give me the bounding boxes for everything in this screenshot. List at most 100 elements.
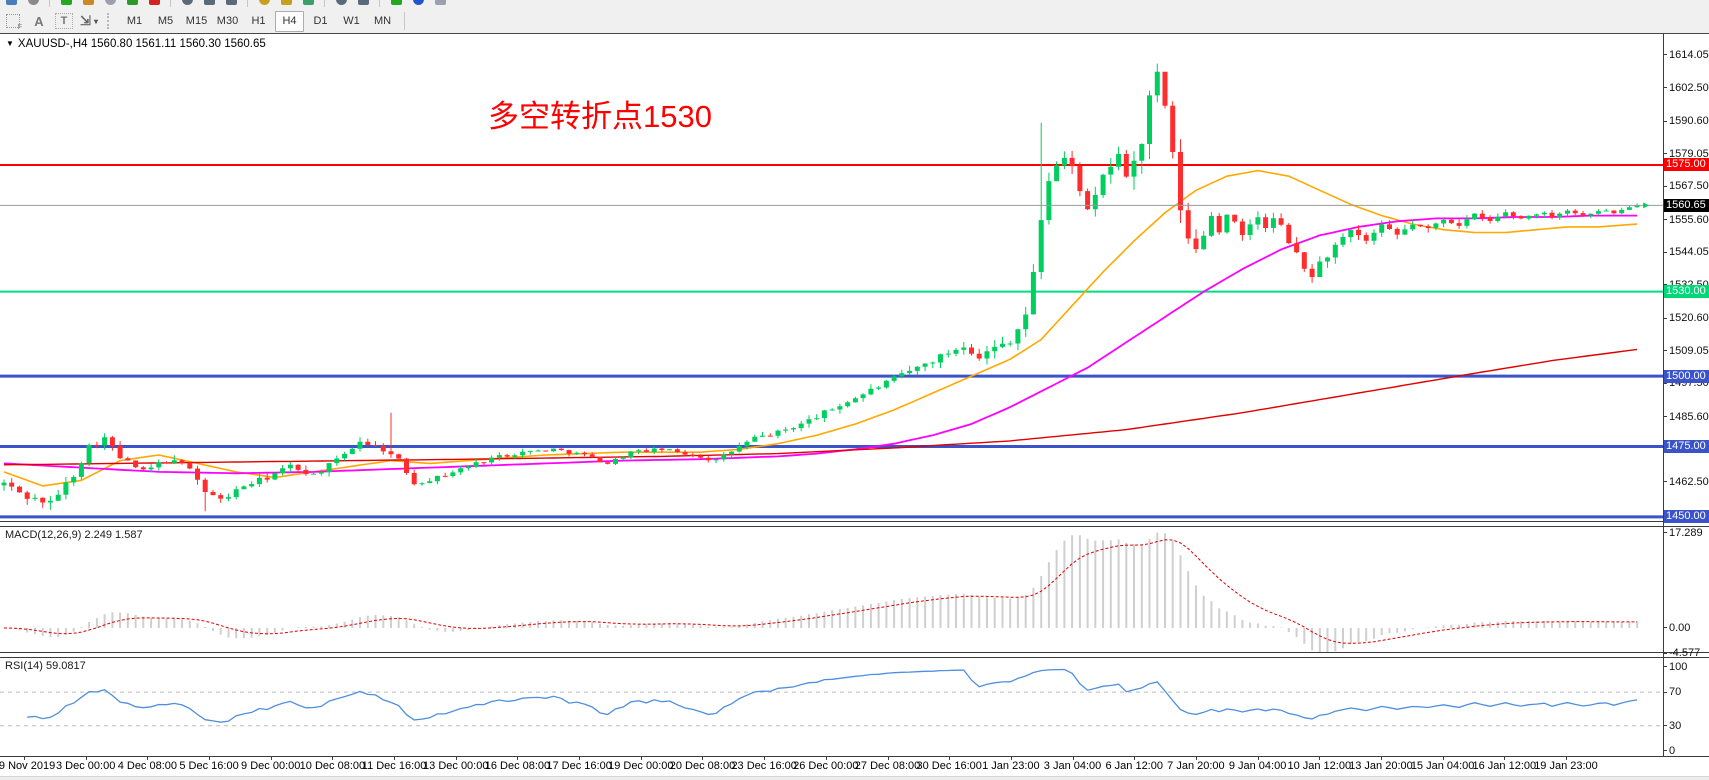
text-box-icon[interactable]: T	[55, 13, 73, 29]
time-axis-tickmark	[209, 756, 211, 760]
price-badge-1575.00: 1575.00	[1664, 158, 1709, 172]
macd-indicator-label: MACD(12,26,9) 2.249 1.587	[5, 529, 143, 541]
bottom-scroll-strip[interactable]	[0, 776, 1709, 780]
time-axis-tickmark	[24, 756, 25, 760]
rsi-axis-tick: 30	[1669, 719, 1682, 732]
rsi-axis-tickmark	[1663, 691, 1667, 693]
price-badge-1500.00: 1500.00	[1664, 369, 1709, 383]
price-axis-tick: 1614.05	[1669, 48, 1709, 61]
macd-axis-tick: -4.577	[1669, 647, 1701, 660]
time-axis-tickmark	[702, 756, 704, 760]
price-axis-tick: 1509.05	[1669, 344, 1709, 357]
price-axis-tick: 1485.60	[1669, 410, 1709, 423]
help-icon[interactable]	[410, 0, 426, 7]
timeframe-button-M15[interactable]: M15	[185, 15, 208, 27]
price-axis-tick: 1567.50	[1669, 180, 1709, 193]
candlestick-chart-icon[interactable]	[201, 0, 217, 7]
time-axis-label: 1 Jan 23:00	[982, 760, 1040, 772]
macd-axis-tick: 0.00	[1669, 621, 1691, 634]
price-axis-tickmark	[1663, 481, 1667, 483]
symbol-dropdown-icon[interactable]: ▼	[6, 39, 14, 48]
rsi-axis-tickmark	[1663, 725, 1667, 727]
dropdown-caret-icon[interactable]: ▾	[93, 16, 98, 26]
price-axis-tick: 1520.60	[1669, 312, 1709, 325]
symbol-ohlc-text: XAUUSD-,H4 1560.80 1561.11 1560.30 1560.…	[17, 38, 266, 50]
shift-chart-icon[interactable]	[355, 0, 371, 7]
main-price-pane[interactable]	[0, 35, 1663, 521]
line-chart-icon[interactable]	[223, 0, 239, 7]
calendar-icon[interactable]	[432, 0, 448, 7]
timeframe-button-MN[interactable]: MN	[373, 15, 392, 27]
time-axis-tickmark	[85, 756, 87, 760]
crosshair-grid-icon[interactable]: F	[3, 12, 23, 31]
toolbar-grip[interactable]	[107, 13, 114, 29]
stop-icon[interactable]	[146, 0, 162, 7]
price-axis-tickmark	[1663, 350, 1667, 352]
bar-chart-icon[interactable]	[179, 0, 195, 7]
timeframe-button-M30[interactable]: M30	[216, 15, 239, 27]
time-axis-label: 6 Jan 12:00	[1105, 760, 1163, 772]
price-axis-border	[1663, 34, 1664, 756]
price-axis-tickmark	[1663, 153, 1667, 155]
time-axis-label: 9 Dec 00:00	[241, 760, 301, 772]
time-axis-label: 4 Dec 08:00	[117, 760, 178, 772]
current-price-badge: 1560.65	[1664, 198, 1709, 212]
timeframe-button-W1[interactable]: W1	[343, 15, 360, 27]
timeframe-button-M5[interactable]: M5	[157, 15, 174, 27]
chart-window-icon[interactable]	[3, 0, 19, 7]
price-axis-tickmark	[1663, 382, 1667, 384]
chart-frame-top-border	[0, 33, 1709, 34]
chart-symbol-ohlc-label: ▼ XAUUSD-,H4 1560.80 1561.11 1560.30 1560…	[6, 38, 266, 50]
price-axis-tickmark	[1663, 251, 1667, 253]
ma-slow-red	[3, 348, 1638, 466]
time-axis-tickmark	[394, 756, 396, 760]
price-axis-tick: 1555.60	[1669, 213, 1709, 226]
time-axis-label: 30 Dec 16:00	[916, 760, 982, 772]
time-axis-label: 3 Dec 00:00	[56, 760, 116, 772]
time-axis-label: 26 Dec 00:00	[793, 760, 859, 772]
time-axis-tickmark	[1134, 756, 1136, 760]
time-axis-label: 13 Jan 20:00	[1349, 760, 1413, 772]
price-axis-tick: 1544.05	[1669, 246, 1709, 259]
timeframe-button-M1[interactable]: M1	[126, 15, 143, 27]
indicators-icon[interactable]	[80, 0, 96, 7]
text-label-icon[interactable]: A	[34, 13, 44, 29]
time-axis-tickmark	[825, 756, 827, 760]
price-badge-1530.00: 1530.00	[1664, 285, 1709, 299]
time-axis-tickmark	[147, 756, 149, 760]
time-axis-label: 23 Dec 16:00	[731, 760, 797, 772]
rsi-axis-tick: 70	[1669, 686, 1682, 699]
time-axis-label: 3 Jan 04:00	[1043, 760, 1102, 772]
zoom-out-icon[interactable]	[278, 0, 294, 7]
macd-pane[interactable]	[0, 527, 1663, 652]
time-axis-label: 15 Jan 04:00	[1410, 760, 1475, 772]
templates-icon[interactable]	[102, 0, 118, 7]
timeframe-button-D1[interactable]: D1	[313, 15, 328, 27]
zoom-icon[interactable]	[25, 0, 41, 7]
rsi-axis-tickmark	[1663, 666, 1667, 668]
timeframe-button-H1[interactable]: H1	[251, 15, 266, 27]
price-axis-tick: 1602.50	[1669, 81, 1709, 94]
rsi-pane[interactable]	[0, 658, 1663, 756]
pane-separator[interactable]	[0, 652, 1709, 658]
scroll-chart-icon[interactable]	[333, 0, 349, 7]
last-price-marker	[1643, 202, 1650, 209]
new-order-icon[interactable]	[58, 0, 74, 7]
arrow-objects-icon[interactable]: ⇲ ▾	[80, 13, 98, 28]
rsi-axis-tickmark	[1663, 750, 1667, 752]
macd-axis-tickmark	[1663, 652, 1667, 654]
autotrading-icon[interactable]	[124, 0, 140, 7]
time-axis-label: 10 Dec 08:00	[299, 760, 366, 772]
zoom-in-icon[interactable]	[256, 0, 272, 7]
ma-fast-orange	[3, 169, 1638, 487]
tile-windows-icon[interactable]	[300, 0, 316, 7]
macd-histogram	[10, 532, 1639, 652]
macd-axis-tick: 17.289	[1669, 526, 1703, 539]
time-axis-tickmark	[1442, 756, 1444, 760]
rsi-line	[27, 668, 1638, 723]
pane-separator[interactable]	[0, 521, 1709, 527]
time-axis-tickmark	[1319, 756, 1321, 760]
new-chart-icon[interactable]	[388, 0, 404, 7]
timeframe-button-H4[interactable]: H4	[275, 10, 304, 32]
